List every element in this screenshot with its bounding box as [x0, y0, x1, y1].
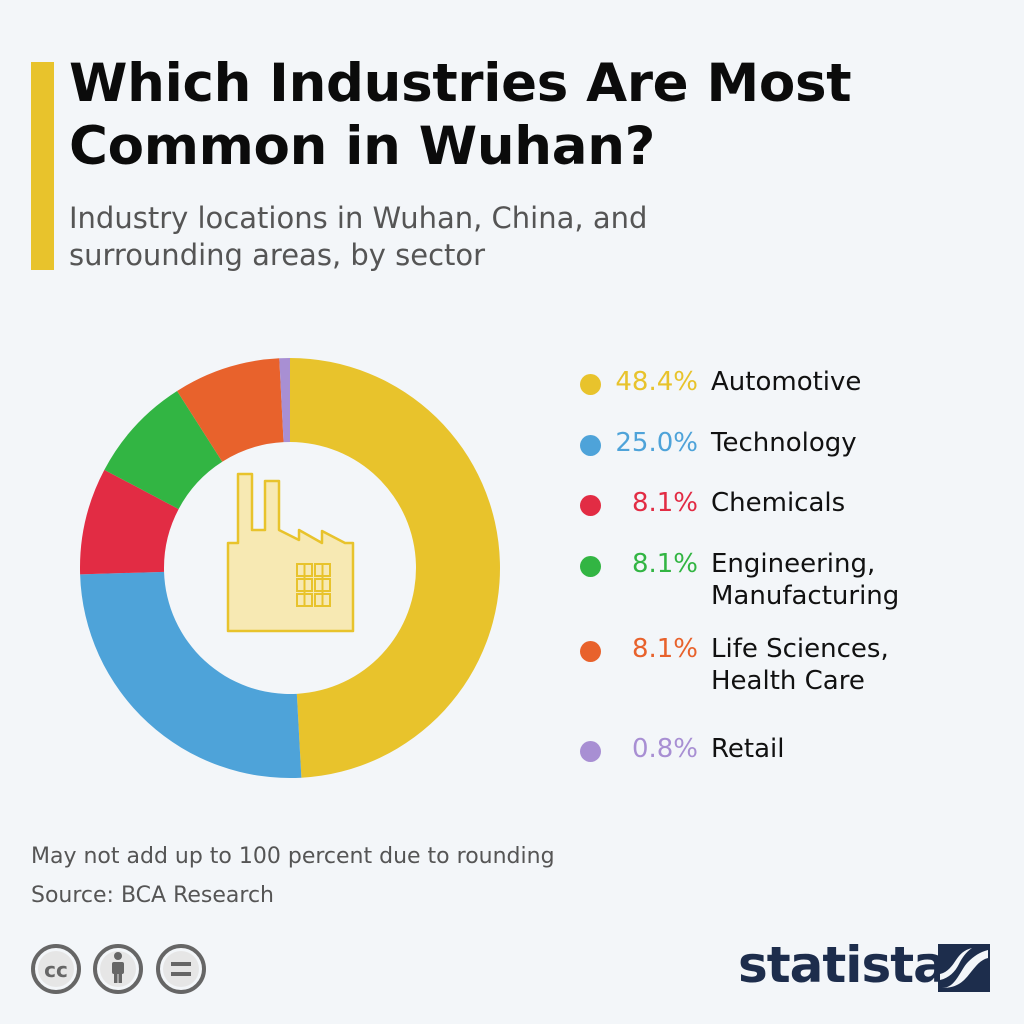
- legend-dot: [580, 495, 601, 516]
- legend-label: Automotive: [711, 367, 862, 397]
- legend-item: 25.0% Technology: [580, 425, 1010, 495]
- chart-subtitle: Industry locations in Wuhan, China, and …: [69, 201, 648, 272]
- legend-label: Engineering, Manufacturing: [711, 549, 900, 611]
- legend-dot: [580, 556, 601, 577]
- legend-value: 25.0%: [615, 428, 698, 458]
- title-accent-bar: [31, 62, 54, 270]
- donut-slice-4: [177, 358, 284, 462]
- legend-dot: [580, 435, 601, 456]
- statista-logo-icon: [938, 944, 990, 992]
- no-derivatives-icon[interactable]: [156, 944, 206, 994]
- attribution-icon[interactable]: [93, 944, 143, 994]
- donut-slice-3: [104, 390, 223, 510]
- legend-value: 8.1%: [631, 488, 698, 518]
- donut-slice-0: [290, 358, 501, 778]
- donut-slice-2: [80, 469, 179, 575]
- legend-label: Life Sciences, Health Care: [711, 634, 889, 696]
- license-icons: cc: [31, 944, 206, 994]
- legend-value: 48.4%: [615, 367, 698, 397]
- legend-value: 0.8%: [631, 734, 698, 764]
- donut-slice-1: [80, 571, 302, 778]
- legend-item: 48.4% Automotive: [580, 364, 1010, 434]
- legend-value: 8.1%: [631, 634, 698, 664]
- legend-label: Chemicals: [711, 488, 846, 518]
- legend-label: Technology: [711, 428, 857, 458]
- chart-title: Which Industries Are Most Common in Wuha…: [69, 53, 852, 177]
- donut-chart: [80, 358, 501, 778]
- legend-item: 8.1% Life Sciences, Health Care: [580, 631, 1010, 701]
- donut-slice-5: [279, 358, 290, 443]
- legend-item: 8.1% Engineering, Manufacturing: [580, 546, 1010, 616]
- legend-dot: [580, 641, 601, 662]
- legend-dot: [580, 741, 601, 762]
- factory-icon: [226, 472, 355, 633]
- legend-label: Retail: [711, 734, 785, 764]
- svg-text:cc: cc: [44, 958, 68, 982]
- footnote: May not add up to 100 percent due to rou…: [31, 844, 555, 869]
- donut-slices: [80, 358, 501, 778]
- statista-brand: statista: [738, 936, 947, 994]
- legend-dot: [580, 374, 601, 395]
- legend-item: 0.8% Retail: [580, 731, 1010, 801]
- source-note: Source: BCA Research: [31, 883, 274, 908]
- legend-item: 8.1% Chemicals: [580, 485, 1010, 555]
- legend-value: 8.1%: [631, 549, 698, 579]
- cc-icon[interactable]: cc: [31, 944, 81, 994]
